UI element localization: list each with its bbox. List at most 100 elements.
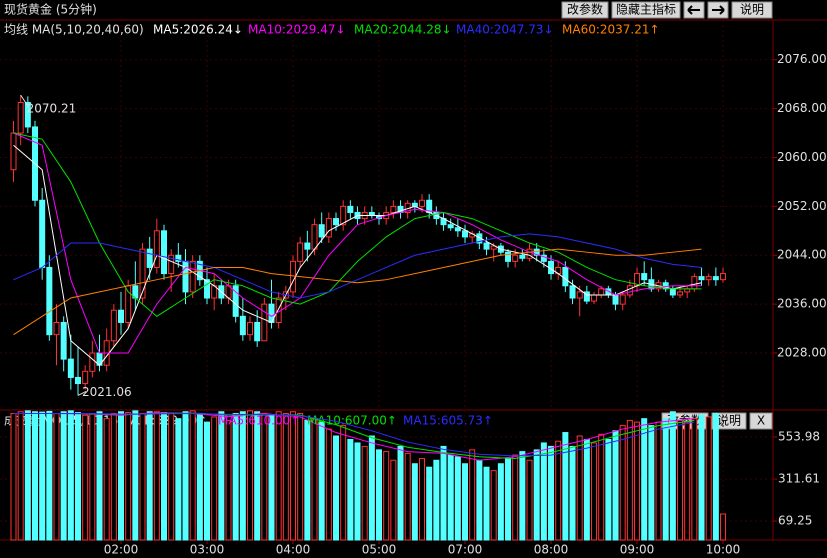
- volume-bar: [60, 411, 67, 541]
- volume-bar: [591, 442, 598, 541]
- candle-body: [583, 291, 590, 302]
- candle-body: [146, 248, 153, 268]
- volume-bar: [354, 442, 361, 541]
- candle-body: [454, 227, 461, 232]
- candle-body: [46, 266, 53, 336]
- button[interactable]: X: [749, 412, 773, 430]
- button-label[interactable]: 说明: [740, 2, 764, 17]
- candle-body: [290, 260, 297, 293]
- candle-body: [139, 248, 146, 299]
- candle-body: [325, 218, 332, 238]
- next-button[interactable]: [707, 1, 729, 19]
- volume-bar: [340, 425, 347, 541]
- candle-body: [576, 291, 583, 299]
- candle-body: [462, 230, 469, 238]
- volume-bar: [325, 428, 332, 541]
- volume-bar: [218, 411, 225, 541]
- button-box[interactable]: [749, 412, 773, 430]
- button-label[interactable]: 隐藏主指标: [616, 2, 676, 17]
- volume-bar: [648, 425, 655, 541]
- button-box[interactable]: [561, 1, 609, 19]
- button-label[interactable]: 说明: [717, 413, 741, 428]
- ma-line: [13, 132, 702, 354]
- volume-bar: [67, 410, 74, 541]
- volume-bar: [526, 459, 533, 541]
- volume-bar: [239, 411, 246, 541]
- candle-body: [490, 245, 497, 250]
- volume-bar: [268, 414, 275, 541]
- volume-bar: [440, 445, 447, 541]
- volume-bar: [569, 445, 576, 541]
- candle-body: [75, 376, 82, 385]
- x-tick-label: 07:00: [448, 543, 483, 557]
- volume-bar: [161, 412, 168, 541]
- volume-bar: [619, 425, 626, 541]
- volume-bar: [469, 449, 476, 541]
- candle-body: [17, 101, 24, 134]
- candle-body: [626, 285, 633, 296]
- button-label[interactable]: X: [757, 414, 765, 428]
- volume-bar: [182, 411, 189, 541]
- legend-entry: MA5:610.00↑: [218, 414, 300, 428]
- volume-bar: [168, 412, 175, 541]
- y-tick-label: 2036.00: [777, 297, 827, 311]
- page-title: 现货黄金 (5分钟): [4, 2, 97, 17]
- button[interactable]: 说明: [731, 1, 773, 19]
- volume-bar: [282, 412, 289, 541]
- volume-bar: [46, 410, 53, 541]
- candle-body: [60, 321, 67, 360]
- y-tick-label: 2060.00: [777, 150, 827, 164]
- candle-body: [304, 242, 311, 250]
- candle-body: [110, 309, 117, 342]
- candle-body: [89, 352, 96, 372]
- volume-bar: [462, 463, 469, 541]
- volume-bar: [24, 410, 31, 541]
- button[interactable]: 说明: [711, 412, 747, 430]
- candle-body: [175, 254, 182, 262]
- prev-button[interactable]: [683, 1, 705, 19]
- y-tick-label: 2028.00: [777, 346, 827, 360]
- volume-bar: [125, 412, 132, 541]
- ma-line: [13, 132, 702, 317]
- x-tick-label: 02:00: [104, 543, 139, 557]
- x-tick-label: 09:00: [620, 543, 655, 557]
- button-box[interactable]: [711, 412, 747, 430]
- volume-bar: [211, 416, 218, 541]
- volume-bar: [361, 445, 368, 541]
- x-tick-label: 08:00: [534, 543, 569, 557]
- volume-bar: [720, 513, 727, 541]
- candle-body: [598, 288, 605, 296]
- candle-body: [698, 276, 705, 281]
- button[interactable]: 隐藏主指标: [611, 1, 681, 19]
- volume-bar: [698, 414, 705, 541]
- candle-body: [82, 370, 89, 385]
- volume-bar: [390, 459, 397, 541]
- volume-bar: [548, 445, 555, 541]
- volume-bar: [304, 419, 311, 541]
- volume-bar: [712, 412, 719, 541]
- button-box[interactable]: [611, 1, 681, 19]
- candle-body: [161, 230, 168, 275]
- candle-body: [691, 276, 698, 290]
- button-label[interactable]: 改参数: [567, 2, 603, 17]
- volume-bar: [347, 438, 354, 541]
- max-label: 2070.21: [27, 102, 77, 116]
- candle-body: [318, 224, 325, 238]
- y-tick-label: 553.98: [778, 430, 820, 444]
- candle-body: [239, 315, 246, 336]
- volume-bar: [677, 419, 684, 541]
- candle-body: [591, 294, 598, 302]
- candle-body: [705, 276, 712, 281]
- volume-bar: [318, 421, 325, 541]
- annotation-leader: [77, 390, 87, 396]
- legend-entry: MA10:2029.47↓: [248, 23, 346, 37]
- button[interactable]: 改参数: [561, 1, 609, 19]
- button-box[interactable]: [731, 1, 773, 19]
- volume-bar: [225, 419, 232, 541]
- volume-bar: [476, 459, 483, 541]
- volume-bar: [139, 412, 146, 541]
- candle-body: [483, 242, 490, 250]
- candle-body: [505, 251, 512, 262]
- x-tick-label: 03:00: [190, 543, 225, 557]
- volume-bar: [261, 412, 268, 541]
